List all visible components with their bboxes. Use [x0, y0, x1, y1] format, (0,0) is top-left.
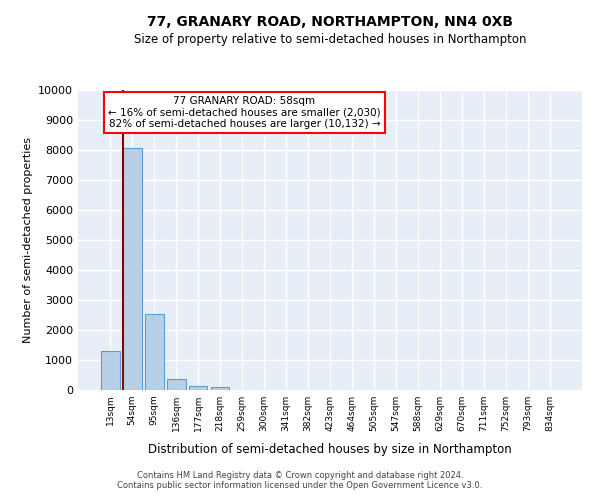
Bar	[123, 148, 142, 390]
Text: 77, GRANARY ROAD, NORTHAMPTON, NN4 0XB: 77, GRANARY ROAD, NORTHAMPTON, NN4 0XB	[147, 15, 513, 29]
Bar	[167, 378, 185, 390]
Text: Size of property relative to semi-detached houses in Northampton: Size of property relative to semi-detach…	[134, 32, 526, 46]
Bar	[145, 314, 164, 390]
Bar	[101, 351, 119, 390]
Text: Distribution of semi-detached houses by size in Northampton: Distribution of semi-detached houses by …	[148, 442, 512, 456]
Text: Contains HM Land Registry data © Crown copyright and database right 2024.
Contai: Contains HM Land Registry data © Crown c…	[118, 470, 482, 490]
Y-axis label: Number of semi-detached properties: Number of semi-detached properties	[23, 137, 32, 343]
Bar	[189, 386, 208, 390]
Text: 77 GRANARY ROAD: 58sqm
← 16% of semi-detached houses are smaller (2,030)
82% of : 77 GRANARY ROAD: 58sqm ← 16% of semi-det…	[108, 96, 380, 129]
Bar	[211, 388, 229, 390]
